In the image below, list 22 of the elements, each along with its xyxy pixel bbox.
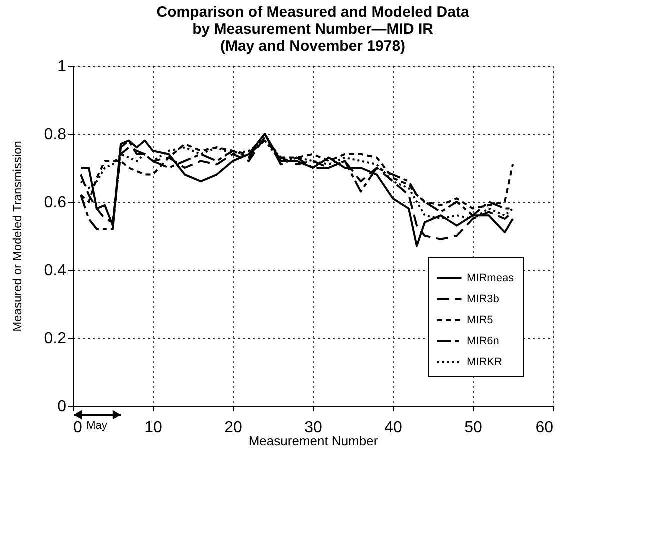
y-tick-label: 0 — [58, 398, 67, 416]
y-tick-label: 0.8 — [44, 126, 67, 144]
chart-title: Comparison of Measured and Modeled Data by Measurement Number—MID IR (May and November 1978) — [156, 4, 470, 55]
x-tick-label: 30 — [304, 420, 322, 436]
legend-label: MIR3b — [467, 294, 500, 306]
y-tick-label: 1 — [58, 58, 67, 76]
x-tick-label: 20 — [224, 420, 242, 436]
x-tick-label: 50 — [464, 420, 482, 436]
legend-label: MIR6n — [467, 336, 500, 348]
y-tick-label: 0.2 — [44, 330, 67, 348]
legend-label: MIR5 — [467, 314, 494, 326]
legend-label: MIRmeas — [467, 272, 515, 284]
y-tick-label: 0.6 — [44, 194, 67, 212]
legend-label: MIRKR — [467, 356, 502, 368]
text: May — [86, 420, 108, 432]
x-tick-label: 0 — [74, 420, 82, 436]
x-tick-label: 60 — [536, 420, 554, 436]
x-axis-title: Measurement Number — [248, 434, 379, 448]
x-tick-label: 10 — [144, 420, 162, 436]
x-tick-label: 40 — [384, 420, 402, 436]
y-tick-label: 0.4 — [44, 262, 67, 280]
y-axis-title: Measured or Modeled Transmission — [10, 141, 24, 332]
